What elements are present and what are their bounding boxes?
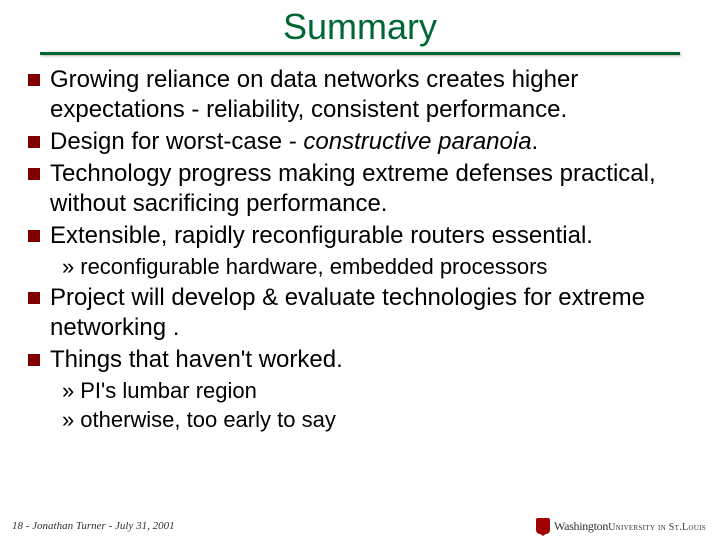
logo-wordmark: WashingtonUniversity in St.Louis [554, 519, 706, 534]
slide-footer: 18 - Jonathan Turner - July 31, 2001 [12, 520, 175, 532]
footer-separator: - [23, 520, 32, 532]
bullet-text: Extensible, rapidly reconfigurable route… [50, 221, 593, 251]
square-bullet-icon [28, 136, 40, 148]
footer-separator: - [106, 520, 115, 532]
sub-bullet-text: PI's lumbar region [80, 377, 257, 405]
sub-bullet-text: reconfigurable hardware, embedded proces… [80, 253, 547, 281]
bullet-text: Things that haven't worked. [50, 345, 343, 375]
title-underline [40, 52, 680, 55]
slide-title: Summary [0, 0, 720, 52]
square-bullet-icon [28, 354, 40, 366]
text-part-italic: constructive paranoia [303, 128, 531, 155]
footer-author: Jonathan Turner [32, 520, 106, 532]
bullet-text: Technology progress making extreme defen… [50, 159, 700, 219]
arrow-bullet-icon: » [62, 377, 74, 405]
page-number: 18 [12, 520, 23, 532]
sub-bullet-item: » reconfigurable hardware, embedded proc… [62, 253, 700, 281]
footer-date: July 31, 2001 [115, 520, 175, 532]
bullet-item: Growing reliance on data networks create… [28, 65, 700, 125]
slide-content: Growing reliance on data networks create… [0, 65, 720, 434]
logo-line2: University in St.Louis [608, 522, 706, 533]
shield-icon [536, 518, 550, 534]
logo-line1: Washington [554, 519, 608, 533]
sub-bullet-item: » otherwise, too early to say [62, 406, 700, 434]
university-logo: WashingtonUniversity in St.Louis [536, 518, 706, 534]
bullet-text: Growing reliance on data networks create… [50, 65, 700, 125]
arrow-bullet-icon: » [62, 406, 74, 434]
square-bullet-icon [28, 292, 40, 304]
sub-bullet-item: » PI's lumbar region [62, 377, 700, 405]
bullet-item: Extensible, rapidly reconfigurable route… [28, 221, 700, 251]
square-bullet-icon [28, 74, 40, 86]
slide: Summary Growing reliance on data network… [0, 0, 720, 540]
bullet-item: Project will develop & evaluate technolo… [28, 283, 700, 343]
text-part: Design for worst-case - [50, 128, 303, 155]
bullet-text: Design for worst-case - constructive par… [50, 127, 538, 157]
square-bullet-icon [28, 230, 40, 242]
bullet-item: Technology progress making extreme defen… [28, 159, 700, 219]
bullet-item: Things that haven't worked. [28, 345, 700, 375]
square-bullet-icon [28, 168, 40, 180]
bullet-item: Design for worst-case - constructive par… [28, 127, 700, 157]
bullet-text: Project will develop & evaluate technolo… [50, 283, 700, 343]
sub-bullet-text: otherwise, too early to say [80, 406, 336, 434]
text-part: . [532, 128, 539, 155]
arrow-bullet-icon: » [62, 253, 74, 281]
